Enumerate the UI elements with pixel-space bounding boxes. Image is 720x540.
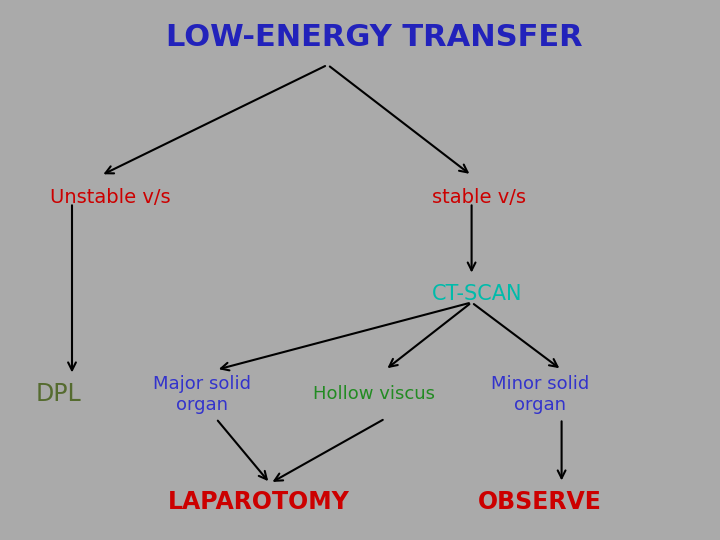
Text: stable v/s: stable v/s [432, 187, 526, 207]
Text: OBSERVE: OBSERVE [478, 490, 602, 514]
Text: LAPAROTOMY: LAPAROTOMY [168, 490, 350, 514]
Text: LOW-ENERGY TRANSFER: LOW-ENERGY TRANSFER [166, 23, 582, 52]
Text: Unstable v/s: Unstable v/s [50, 187, 171, 207]
Text: CT-SCAN: CT-SCAN [432, 284, 523, 305]
Text: Hollow viscus: Hollow viscus [313, 385, 436, 403]
Text: Minor solid
organ: Minor solid organ [491, 375, 589, 414]
Text: Major solid
organ: Major solid organ [153, 375, 251, 414]
Text: DPL: DPL [36, 382, 82, 406]
